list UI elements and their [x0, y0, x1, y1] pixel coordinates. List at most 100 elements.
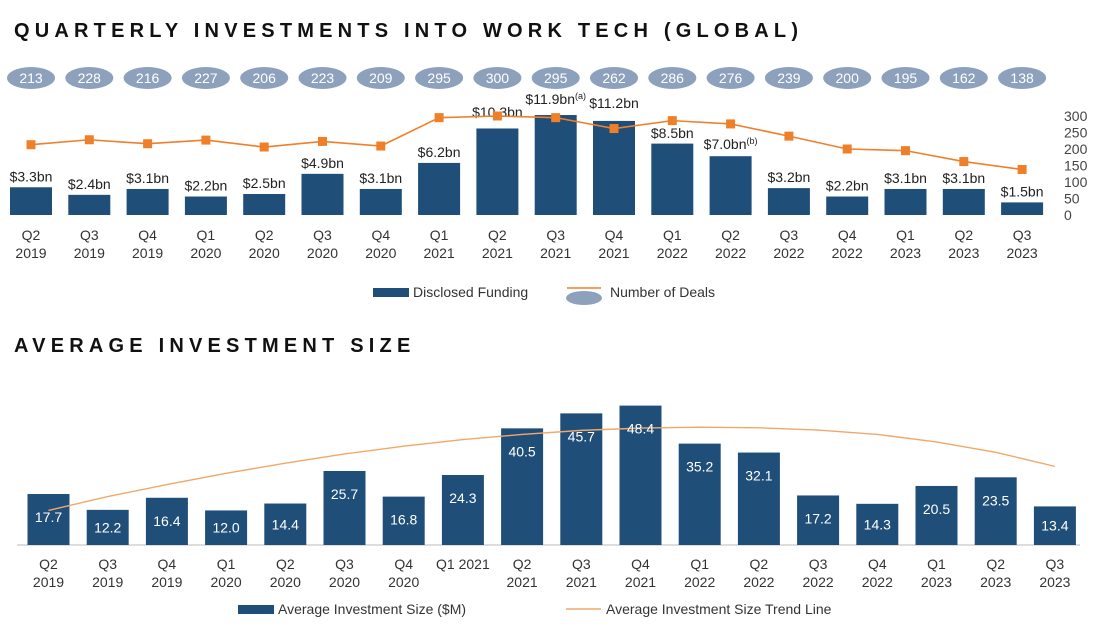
- funding-bar: [534, 115, 577, 215]
- funding-bar: [359, 188, 402, 215]
- x-tick-label-quarter: Q4: [138, 227, 157, 243]
- x-tick-label-quarter: Q4: [371, 227, 390, 243]
- funding-bar: [767, 188, 810, 215]
- x-tick-label-year: 2020: [190, 245, 221, 261]
- x-tick-label-quarter: Q4: [394, 556, 413, 572]
- deal-count-ellipse: [764, 67, 813, 89]
- funding-value-label: $3.1bn: [942, 170, 985, 186]
- right-axis-tick-label: 200: [1064, 141, 1088, 157]
- deals-marker: [259, 142, 269, 152]
- avg-size-bar: [560, 413, 603, 545]
- avg-size-bar: [205, 510, 248, 545]
- deal-count-label: 216: [136, 70, 160, 86]
- x-tick-label-year: 2020: [307, 245, 338, 261]
- x-tick-label-quarter: Q2: [255, 227, 274, 243]
- x-tick-label-quarter: Q2: [954, 227, 973, 243]
- right-axis-tick-label: 50: [1064, 191, 1080, 207]
- avg-size-value-label: 40.5: [508, 443, 535, 459]
- legend-label-avg-size: Average Investment Size ($M): [278, 601, 466, 617]
- deal-count-ellipse: [473, 67, 522, 89]
- avg-size-bar: [974, 477, 1017, 545]
- deals-marker: [842, 144, 852, 154]
- x-tick-label-quarter: Q2: [750, 556, 769, 572]
- x-tick-label-quarter: Q2: [721, 227, 740, 243]
- x-tick-label-quarter: Q4: [605, 227, 624, 243]
- deal-count-ellipse: [65, 67, 114, 89]
- x-tick-label-year: 2022: [862, 574, 893, 590]
- avg-size-bar: [27, 494, 70, 545]
- funding-bar: [884, 188, 927, 215]
- funding-value-label: $3.1bn: [884, 170, 927, 186]
- x-tick-label-quarter: Q1 2021: [436, 556, 490, 572]
- avg-size-bar: [382, 496, 425, 545]
- avg-size-value-label: 32.1: [745, 468, 772, 484]
- legend-label-funding: Disclosed Funding: [413, 284, 528, 300]
- funding-bar: [651, 143, 694, 215]
- funding-bar: [68, 194, 111, 215]
- deal-count-ellipse: [240, 67, 289, 89]
- legend-swatch-avg-size: [238, 605, 274, 614]
- deal-count-label: 213: [19, 70, 43, 86]
- x-tick-label-year: 2020: [329, 574, 360, 590]
- deals-marker: [84, 135, 94, 145]
- deals-marker: [551, 113, 561, 123]
- deal-count-ellipse: [7, 67, 55, 89]
- funding-value-label: $2.4bn: [68, 176, 111, 192]
- funding-bar: [301, 173, 344, 215]
- deal-count-label: 162: [952, 70, 976, 86]
- x-tick-label-year: 2021: [507, 574, 538, 590]
- deals-marker: [667, 116, 677, 126]
- avg-size-value-label: 12.0: [212, 520, 239, 536]
- x-tick-label-quarter: Q3: [1013, 227, 1032, 243]
- funding-bar: [476, 128, 519, 215]
- x-tick-label-year: 2021: [598, 245, 629, 261]
- deal-count-label: 276: [719, 70, 743, 86]
- x-tick-label-year: 2021: [424, 245, 455, 261]
- avg-size-value-label: 25.7: [331, 486, 358, 502]
- x-tick-label-year: 2023: [1007, 245, 1038, 261]
- deal-count-ellipse: [998, 67, 1047, 89]
- legend-swatch-funding: [373, 288, 409, 297]
- x-tick-label-quarter: Q3: [335, 556, 354, 572]
- x-tick-label-quarter: Q3: [80, 227, 99, 243]
- avg-size-bar: [264, 503, 307, 545]
- deal-count-label: 223: [311, 70, 335, 86]
- right-axis-tick-label: 100: [1064, 174, 1088, 190]
- right-axis-tick-label: 0: [1064, 207, 1072, 223]
- x-tick-label-quarter: Q1: [690, 556, 709, 572]
- avg-size-value-label: 48.4: [627, 421, 654, 437]
- funding-bar: [826, 196, 869, 215]
- x-tick-label-year: 2019: [15, 245, 46, 261]
- deal-count-ellipse: [123, 67, 172, 89]
- x-tick-label-quarter: Q2: [276, 556, 295, 572]
- x-tick-label-quarter: Q1: [197, 227, 216, 243]
- funding-value-label: $3.1bn: [126, 170, 169, 186]
- right-axis-tick-label: 300: [1064, 108, 1088, 124]
- avg-size-value-label: 14.4: [272, 516, 299, 532]
- x-tick-label-year: 2021: [482, 245, 513, 261]
- funding-value-label: $11.2bn: [589, 95, 639, 111]
- x-tick-label-quarter: Q1: [663, 227, 682, 243]
- x-tick-label-year: 2023: [980, 574, 1011, 590]
- avg-size-bar: [86, 509, 129, 545]
- x-tick-label-quarter: Q2: [39, 556, 58, 572]
- avg-size-bar: [441, 475, 484, 545]
- avg-size-value-label: 23.5: [982, 492, 1009, 508]
- x-tick-label-quarter: Q3: [780, 227, 799, 243]
- avg-size-value-label: 35.2: [686, 459, 713, 475]
- avg-size-value-label: 17.7: [35, 509, 62, 525]
- funding-bar: [942, 188, 985, 215]
- avg-size-bar: [501, 428, 544, 545]
- x-tick-label-year: 2019: [151, 574, 182, 590]
- deal-count-ellipse: [415, 67, 464, 89]
- funding-value-label: $2.5bn: [243, 175, 286, 191]
- avg-size-value-label: 13.4: [1041, 518, 1068, 534]
- x-tick-label-year: 2021: [566, 574, 597, 590]
- x-tick-label-quarter: Q2: [986, 556, 1005, 572]
- funding-value-label: $2.2bn: [826, 178, 869, 194]
- deal-count-ellipse: [706, 67, 755, 89]
- x-tick-label-quarter: Q4: [868, 556, 887, 572]
- deals-marker: [959, 157, 969, 167]
- x-tick-label-year: 2020: [249, 245, 280, 261]
